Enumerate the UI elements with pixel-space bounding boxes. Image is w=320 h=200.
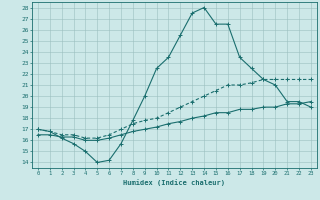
X-axis label: Humidex (Indice chaleur): Humidex (Indice chaleur) [124,179,225,186]
